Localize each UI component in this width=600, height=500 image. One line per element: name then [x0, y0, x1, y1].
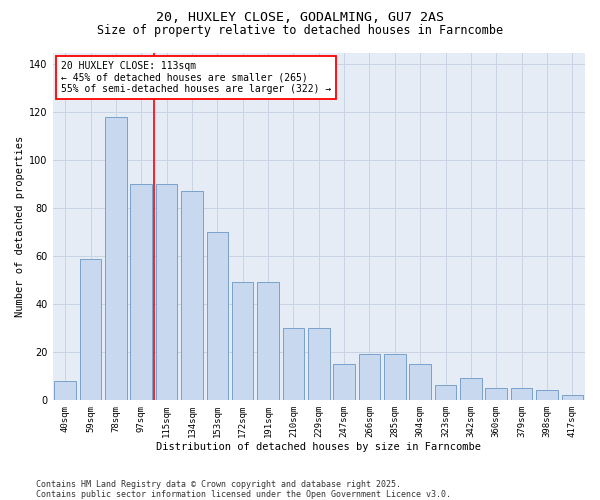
Bar	[460, 378, 482, 400]
Bar	[105, 117, 127, 400]
Text: 20 HUXLEY CLOSE: 113sqm
← 45% of detached houses are smaller (265)
55% of semi-d: 20 HUXLEY CLOSE: 113sqm ← 45% of detache…	[61, 61, 331, 94]
Bar	[257, 282, 279, 400]
Bar	[308, 328, 329, 400]
Text: 20, HUXLEY CLOSE, GODALMING, GU7 2AS: 20, HUXLEY CLOSE, GODALMING, GU7 2AS	[156, 11, 444, 24]
X-axis label: Distribution of detached houses by size in Farncombe: Distribution of detached houses by size …	[156, 442, 481, 452]
Bar	[283, 328, 304, 400]
Bar	[80, 258, 101, 400]
Text: Size of property relative to detached houses in Farncombe: Size of property relative to detached ho…	[97, 24, 503, 37]
Bar	[562, 395, 583, 400]
Text: Contains HM Land Registry data © Crown copyright and database right 2025.
Contai: Contains HM Land Registry data © Crown c…	[36, 480, 451, 499]
Bar	[181, 192, 203, 400]
Bar	[359, 354, 380, 400]
Y-axis label: Number of detached properties: Number of detached properties	[15, 136, 25, 317]
Bar	[156, 184, 178, 400]
Bar	[435, 386, 457, 400]
Bar	[536, 390, 558, 400]
Bar	[232, 282, 253, 400]
Bar	[206, 232, 228, 400]
Bar	[130, 184, 152, 400]
Bar	[485, 388, 507, 400]
Bar	[511, 388, 532, 400]
Bar	[55, 380, 76, 400]
Bar	[409, 364, 431, 400]
Bar	[334, 364, 355, 400]
Bar	[384, 354, 406, 400]
